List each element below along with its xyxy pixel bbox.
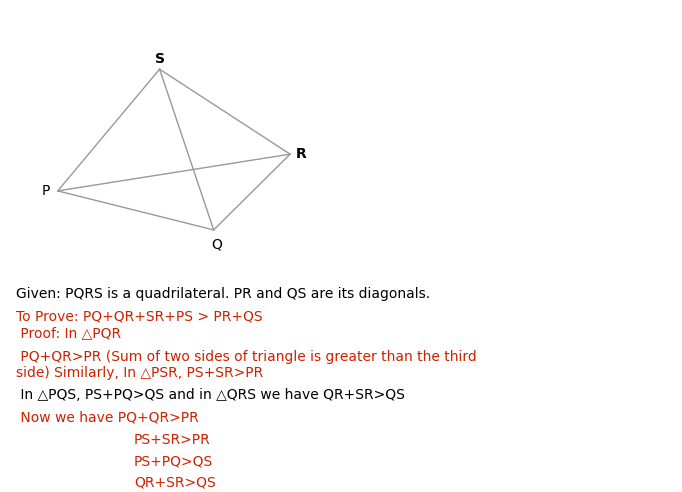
Text: side) Similarly, In △PSR, PS+SR>PR: side) Similarly, In △PSR, PS+SR>PR bbox=[16, 366, 263, 379]
Text: To Prove: PQ+QR+SR+PS > PR+QS: To Prove: PQ+QR+SR+PS > PR+QS bbox=[16, 309, 262, 324]
Text: PS+PQ>QS: PS+PQ>QS bbox=[134, 454, 213, 468]
Text: Given: PQRS is a quadrilateral. PR and QS are its diagonals.: Given: PQRS is a quadrilateral. PR and Q… bbox=[16, 287, 430, 301]
Text: Proof: In △PQR: Proof: In △PQR bbox=[16, 327, 121, 340]
Text: S: S bbox=[155, 52, 164, 66]
Text: Now we have PQ+QR>PR: Now we have PQ+QR>PR bbox=[16, 411, 198, 425]
Text: PQ+QR>PR (Sum of two sides of triangle is greater than the third: PQ+QR>PR (Sum of two sides of triangle i… bbox=[16, 350, 476, 364]
Text: In △PQS, PS+PQ>QS and in △QRS we have QR+SR>QS: In △PQS, PS+PQ>QS and in △QRS we have QR… bbox=[16, 388, 404, 402]
Text: P: P bbox=[42, 184, 50, 198]
Text: QR+SR>QS: QR+SR>QS bbox=[134, 476, 216, 490]
Text: Q: Q bbox=[211, 238, 222, 251]
Text: PS+SR>PR: PS+SR>PR bbox=[134, 432, 211, 447]
Text: R: R bbox=[296, 147, 307, 161]
